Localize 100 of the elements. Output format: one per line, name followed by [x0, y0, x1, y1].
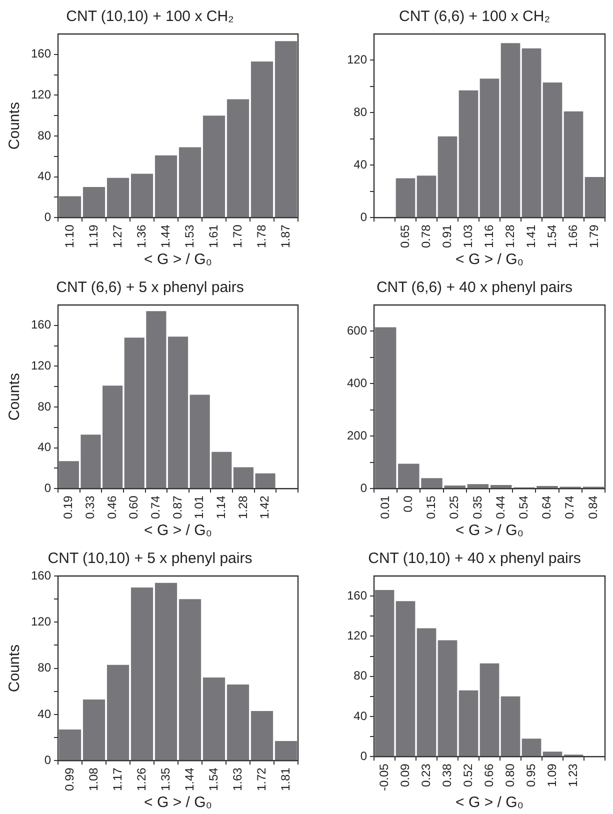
x-tick-label: 0.01: [378, 495, 392, 520]
bar: [82, 699, 106, 760]
bar: [438, 136, 458, 218]
x-tick-label: 1.53: [182, 224, 196, 248]
x-tick-label: 0.66: [482, 763, 496, 788]
bar: [130, 588, 154, 760]
y-tick-label: 0: [44, 752, 52, 767]
bar: [250, 711, 274, 760]
x-tick-label: 1.28: [502, 224, 517, 248]
x-tick-label: 1.72: [254, 767, 268, 792]
chart-title: CNT (6,6) + 40 x phenyl pairs: [376, 279, 573, 296]
x-tick-label: 1.16: [482, 224, 496, 248]
x-tick-label: 0.80: [502, 763, 517, 788]
y-tick-label: 40: [38, 706, 52, 721]
y-tick-label: 40: [354, 157, 368, 172]
x-tick-label: 0.64: [540, 495, 554, 520]
bar: [458, 90, 478, 218]
bar: [130, 174, 154, 218]
bar: [467, 484, 489, 488]
x-tick-label: 1.23: [566, 763, 580, 788]
x-tick-label: 0.84: [586, 495, 600, 520]
x-tick-label: 1.81: [278, 767, 292, 792]
x-tick-label: 0.95: [524, 763, 538, 788]
x-tick-label: 1.70: [230, 224, 244, 248]
bar: [522, 48, 542, 218]
x-tick-label: 0.23: [418, 763, 433, 788]
bar: [564, 111, 584, 218]
x-tick-label: 1.03: [460, 224, 475, 248]
bar: [490, 484, 512, 488]
bar: [480, 78, 500, 218]
bar: [416, 628, 436, 756]
bar: [202, 116, 226, 218]
y-tick-label: 80: [38, 399, 52, 414]
y-tick-label: 80: [38, 128, 52, 142]
x-tick-label: 0.65: [398, 224, 412, 248]
bar: [500, 43, 520, 218]
x-tick-label: 0.35: [470, 495, 484, 520]
x-tick-label: 1.01: [192, 495, 206, 520]
x-axis-title: < G > / G₀: [456, 794, 524, 812]
x-tick-label: 0.60: [126, 495, 141, 520]
x-tick-label: 1.44: [182, 767, 196, 792]
chart-title: CNT (6,6) + 100 x CH₂: [398, 8, 550, 26]
x-tick-label: 0.44: [493, 495, 508, 520]
x-tick-label: 1.09: [544, 763, 559, 788]
x-tick-label: -0.05: [376, 763, 391, 792]
x-tick-label: 1.10: [62, 224, 76, 248]
y-tick-label: 40: [354, 708, 368, 723]
bar: [374, 327, 396, 488]
x-tick-label: 1.61: [206, 224, 220, 248]
x-tick-label: 1.17: [110, 767, 124, 792]
y-tick-label: 120: [346, 628, 368, 643]
y-axis-title: Counts: [6, 644, 24, 692]
y-tick-label: 160: [30, 318, 52, 332]
x-tick-label: 1.87: [278, 224, 292, 248]
bar: [274, 41, 298, 218]
chart-title: CNT (10,10) + 5 x phenyl pairs: [48, 550, 252, 568]
x-tick-label: 0.38: [440, 763, 454, 788]
y-tick-label: 160: [30, 46, 52, 61]
bar: [202, 678, 226, 760]
x-tick-label: 0.46: [104, 495, 119, 520]
bar: [226, 684, 250, 760]
x-tick-label: 0.91: [440, 224, 454, 248]
y-tick-label: 120: [30, 88, 52, 102]
y-tick-label: 200: [346, 428, 368, 442]
y-tick-label: 600: [346, 324, 368, 338]
x-tick-label: 0.19: [61, 495, 76, 520]
x-tick-label: 1.54: [206, 767, 220, 792]
x-tick-label: 1.44: [158, 224, 172, 248]
y-axis-title: Counts: [6, 102, 24, 150]
bar: [154, 582, 178, 760]
x-tick-label: 1.63: [230, 767, 244, 792]
x-tick-label: 0.25: [447, 495, 462, 520]
y-tick-label: 0: [360, 480, 368, 495]
x-tick-label: 1.36: [134, 224, 148, 248]
bar: [416, 176, 436, 218]
x-tick-label: 0.74: [562, 495, 577, 520]
y-tick-label: 0: [360, 748, 368, 763]
y-tick-label: 160: [30, 568, 52, 582]
bar: [106, 664, 130, 760]
y-tick-label: 120: [30, 614, 52, 628]
bar: [58, 729, 82, 760]
x-tick-label: 1.28: [236, 495, 250, 520]
y-tick-label: 160: [346, 588, 368, 602]
x-tick-label: 0.33: [83, 495, 98, 520]
y-tick-label: 0: [360, 210, 368, 224]
x-axis-title: < G > / G₀: [144, 251, 212, 268]
x-tick-label: 1.54: [544, 224, 559, 248]
bar: [542, 752, 562, 756]
y-tick-label: 80: [354, 105, 368, 120]
x-tick-label: 1.42: [258, 495, 272, 520]
y-tick-label: 0: [44, 210, 52, 224]
bar: [396, 178, 416, 218]
bar: [154, 155, 178, 218]
x-tick-label: 0.09: [398, 763, 412, 788]
chart-title: CNT (10,10) + 100 x CH₂: [66, 8, 234, 26]
bar: [584, 176, 604, 218]
y-tick-label: 80: [354, 668, 368, 683]
bar: [500, 696, 520, 756]
bar: [480, 663, 500, 756]
bar: [374, 590, 394, 756]
